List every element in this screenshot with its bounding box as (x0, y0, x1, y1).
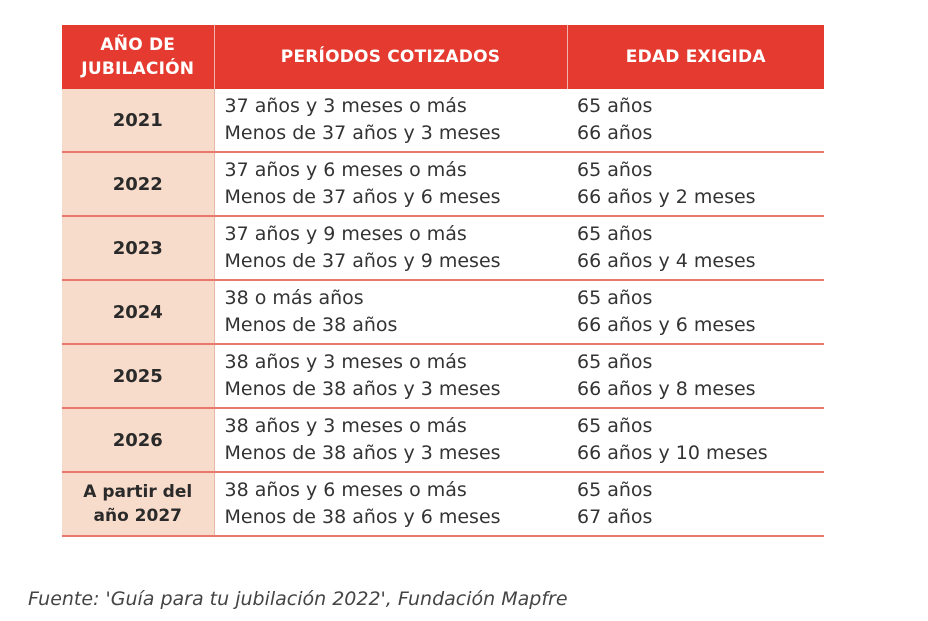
year-cell: 2024 (62, 280, 215, 345)
age-cell: 65 años 66 años y 6 meses (567, 280, 824, 345)
table-row: 2021 37 años y 3 meses o más Menos de 37… (62, 89, 824, 153)
age-normal: 65 años (577, 159, 653, 181)
age-required: 66 años y 10 meses (577, 442, 768, 464)
period-less: Menos de 37 años y 6 meses (224, 186, 501, 208)
table-header-row: AÑO DE JUBILACIÓN PERÍODOS COTIZADOS EDA… (62, 25, 824, 89)
period-less: Menos de 37 años y 9 meses (224, 250, 501, 272)
periods-cell: 38 años y 3 meses o más Menos de 38 años… (214, 408, 567, 473)
age-required: 66 años (577, 122, 653, 144)
age-normal: 65 años (577, 351, 653, 373)
period-min: 37 años y 3 meses o más (224, 95, 467, 117)
period-min: 38 años y 3 meses o más (224, 351, 467, 373)
table-row: 2023 37 años y 9 meses o más Menos de 37… (62, 216, 824, 281)
header-year-line1: AÑO DE (100, 35, 176, 55)
periods-cell: 38 o más años Menos de 38 años (214, 280, 567, 345)
table-row: 2024 38 o más años Menos de 38 años 65 a… (62, 280, 824, 345)
period-less: Menos de 38 años (224, 314, 398, 336)
age-normal: 65 años (577, 415, 653, 437)
age-required: 66 años y 4 meses (577, 250, 756, 272)
age-normal: 65 años (577, 287, 653, 309)
age-cell: 65 años 66 años y 8 meses (567, 344, 824, 409)
period-less: Menos de 37 años y 3 meses (224, 122, 501, 144)
header-age: EDAD EXIGIDA (567, 25, 824, 89)
age-required: 67 años (577, 506, 653, 528)
year-cell-line1: A partir del (83, 482, 193, 502)
age-required: 66 años y 2 meses (577, 186, 756, 208)
periods-cell: 37 años y 6 meses o más Menos de 37 años… (214, 152, 567, 217)
period-min: 37 años y 9 meses o más (224, 223, 467, 245)
period-less: Menos de 38 años y 3 meses (224, 378, 501, 400)
periods-cell: 37 años y 9 meses o más Menos de 37 años… (214, 216, 567, 281)
age-cell: 65 años 66 años y 4 meses (567, 216, 824, 281)
table-row: 2022 37 años y 6 meses o más Menos de 37… (62, 152, 824, 217)
age-normal: 65 años (577, 95, 653, 117)
year-cell: 2021 (62, 89, 215, 153)
age-normal: 65 años (577, 479, 653, 501)
period-min: 38 años y 6 meses o más (224, 479, 467, 501)
periods-cell: 38 años y 6 meses o más Menos de 38 años… (214, 472, 567, 537)
age-cell: 65 años 67 años (567, 472, 824, 537)
year-cell: 2022 (62, 152, 215, 217)
periods-cell: 38 años y 3 meses o más Menos de 38 años… (214, 344, 567, 409)
period-min: 38 años y 3 meses o más (224, 415, 467, 437)
table-row: 2025 38 años y 3 meses o más Menos de 38… (62, 344, 824, 409)
age-required: 66 años y 6 meses (577, 314, 756, 336)
age-cell: 65 años 66 años (567, 89, 824, 153)
period-min: 37 años y 6 meses o más (224, 159, 467, 181)
age-cell: 65 años 66 años y 10 meses (567, 408, 824, 473)
period-min: 38 o más años (224, 287, 364, 309)
age-normal: 65 años (577, 223, 653, 245)
table-row: 2026 38 años y 3 meses o más Menos de 38… (62, 408, 824, 473)
period-less: Menos de 38 años y 3 meses (224, 442, 501, 464)
table-row: A partir del año 2027 38 años y 6 meses … (62, 472, 824, 537)
year-cell: 2023 (62, 216, 215, 281)
periods-cell: 37 años y 3 meses o más Menos de 37 años… (214, 89, 567, 153)
period-less: Menos de 38 años y 6 meses (224, 506, 501, 528)
age-cell: 65 años 66 años y 2 meses (567, 152, 824, 217)
age-required: 66 años y 8 meses (577, 378, 756, 400)
header-year: AÑO DE JUBILACIÓN (62, 25, 215, 89)
year-cell: 2025 (62, 344, 215, 409)
retirement-table: AÑO DE JUBILACIÓN PERÍODOS COTIZADOS EDA… (62, 25, 824, 537)
header-year-line2: JUBILACIÓN (81, 59, 195, 79)
header-periods: PERÍODOS COTIZADOS (214, 25, 568, 89)
year-cell: A partir del año 2027 (62, 472, 215, 537)
year-cell: 2026 (62, 408, 215, 473)
source-caption: Fuente: 'Guía para tu jubilación 2022', … (28, 588, 568, 610)
year-cell-line2: año 2027 (93, 506, 183, 526)
